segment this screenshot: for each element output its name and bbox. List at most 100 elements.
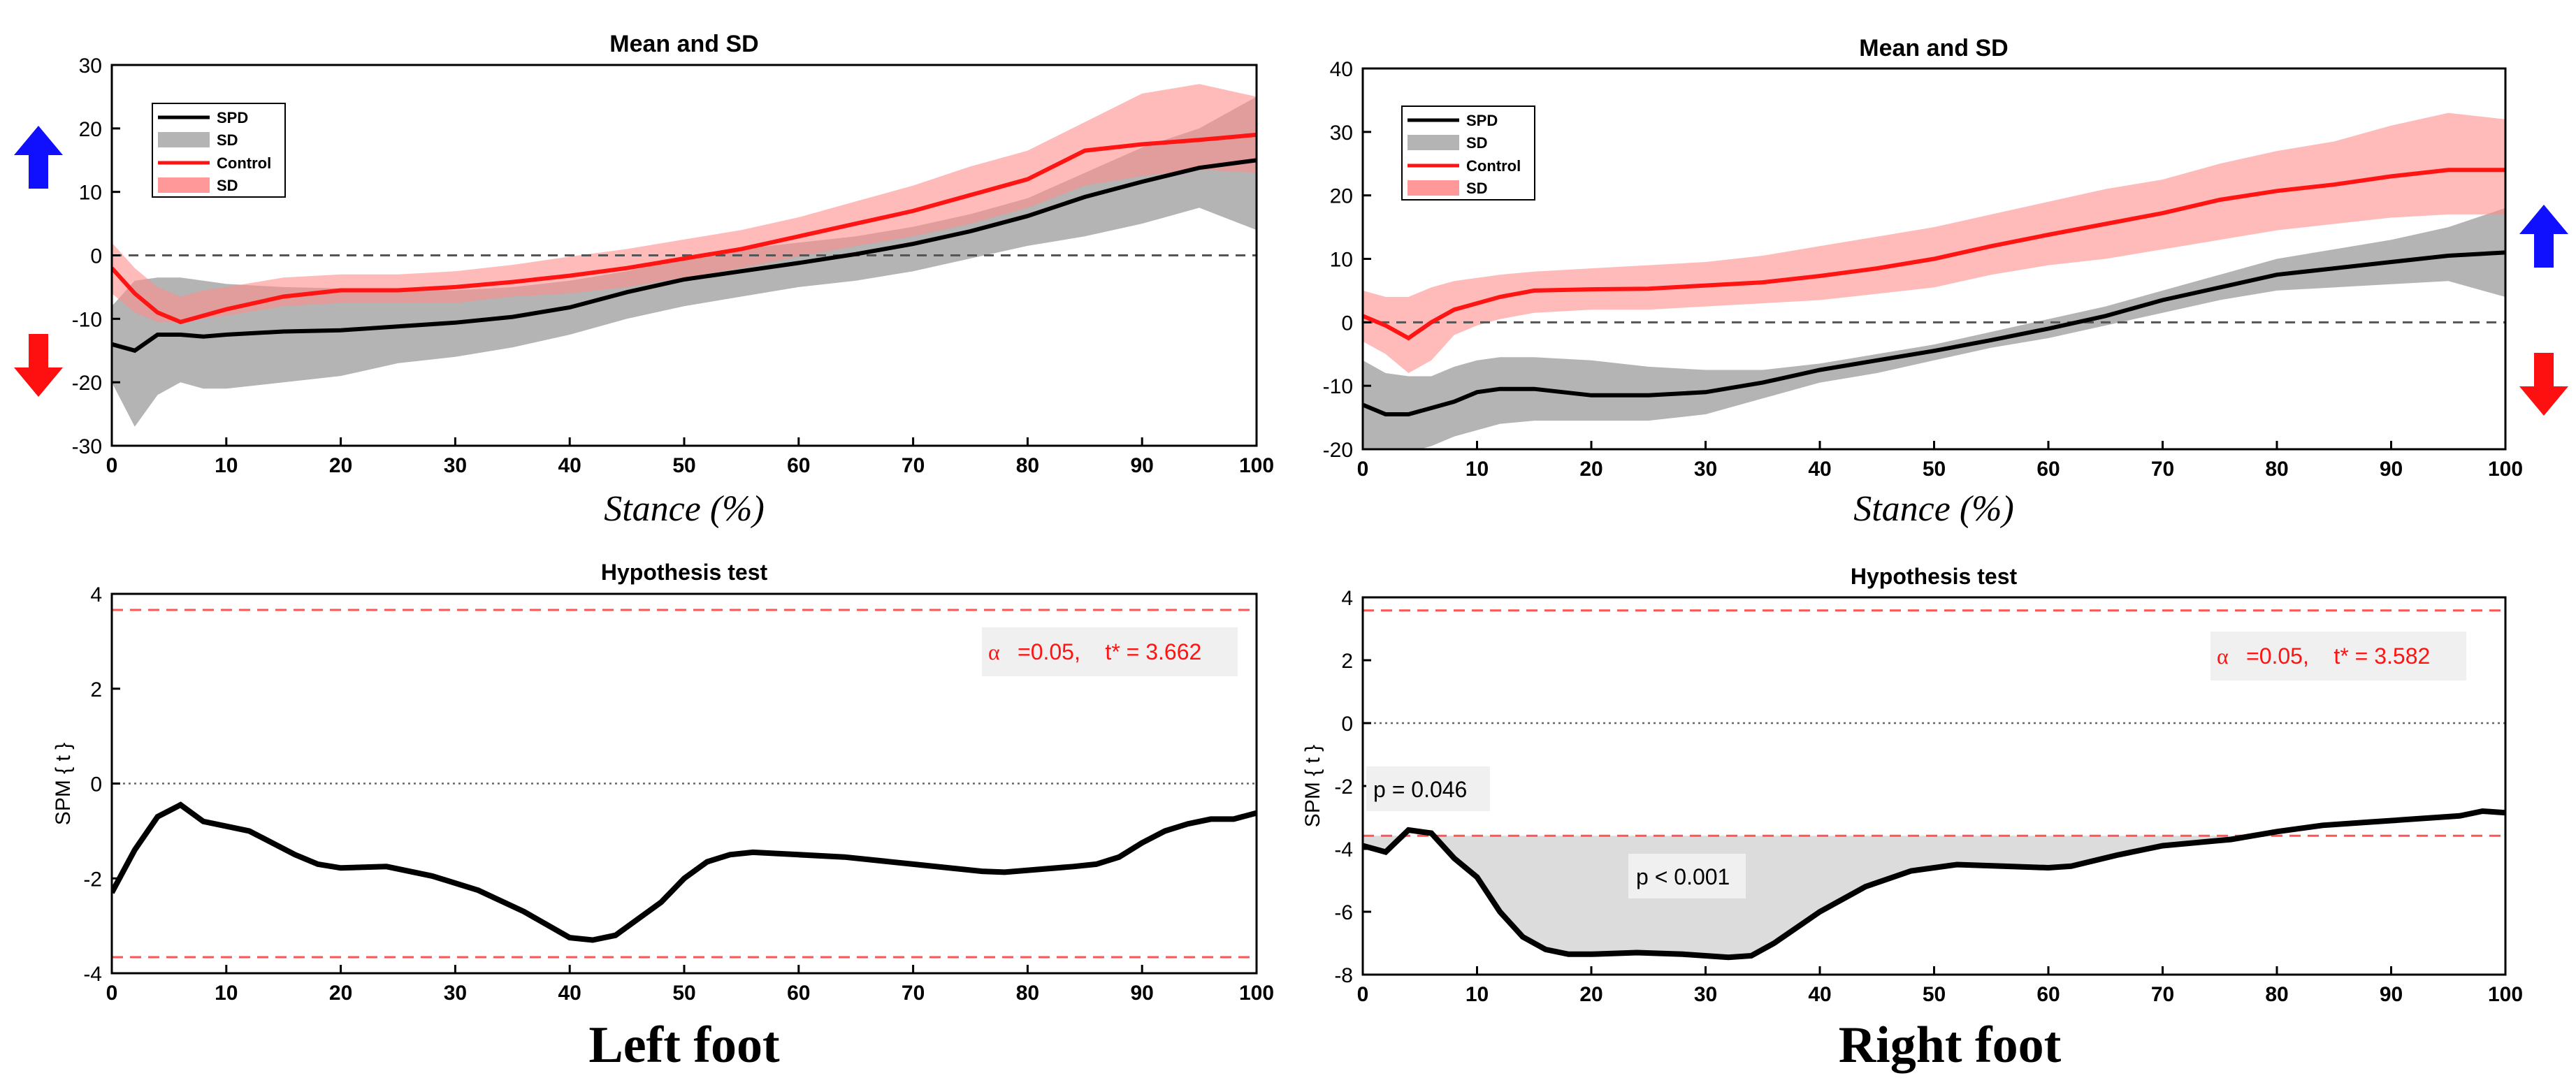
x-tick-label: 100 [2488,458,2523,481]
x-tick-label: 60 [787,982,810,1005]
x-tick-label: 70 [2151,458,2174,481]
legend: SPD SD Control SD [1401,105,1535,201]
x-tick-label: 70 [902,454,925,477]
y-axis-label: SPM { t } [52,743,75,825]
spd-mean-line [112,158,1257,354]
legend-label-spd: SPD [1466,112,1498,129]
spm-t-curve [1363,808,2505,961]
x-tick-label: 60 [2036,983,2060,1006]
x-axis-label: Stance (%) [1853,489,2014,529]
x-tick-label: 20 [329,982,352,1005]
x-tick-label: 0 [1357,983,1369,1006]
x-tick-label: 30 [1694,458,1717,481]
legend-label-spd-sd: SD [217,131,238,149]
legend-swatch-spd-sd [1408,135,1459,150]
spm-t-curve [112,801,1257,943]
x-tick-label: 70 [902,982,925,1005]
legend-swatch-spd-sd [158,132,210,147]
threshold-annotation-text: =0.05, t* = 3.582 [2246,643,2430,669]
panel-right-mean-sd: Mean and SD -20 -10 0 10 20 30 40 0 10 20 30 40 50 6… [1323,35,2568,529]
y-tick-label: 20 [79,118,102,141]
legend-swatch-control-sd [1408,180,1459,196]
cluster-p-label-2: p < 0.001 [1628,854,1746,898]
x-tick-label: 30 [1694,983,1717,1006]
up-arrow-icon [14,126,63,189]
left-foot-caption: Left foot [588,1017,780,1074]
spd-sd-band [1363,208,2505,449]
panel-right-hypothesis: Hypothesis test -8 -6 -4 -2 0 2 4 0 10 20 30 40 50 6… [1301,564,2523,1074]
y-axis-ticks: -4 -2 0 2 4 [83,583,120,986]
significant-cluster-shading [1363,836,2505,958]
chart-title: Hypothesis test [1851,564,2018,589]
y-tick-label: 4 [90,583,102,606]
right-foot-caption: Right foot [1839,1017,2062,1074]
x-tick-label: 0 [106,982,118,1005]
control-mean-line [1363,168,2505,341]
chart-title: Mean and SD [1859,35,2008,61]
alpha-symbol: α [2217,643,2229,669]
legend-label-control: Control [1466,157,1521,175]
x-tick-label: 10 [215,454,238,477]
legend-label-control: Control [217,154,271,172]
x-tick-label: 90 [2380,983,2403,1006]
critical-threshold-annotation: α =0.05, t* = 3.582 [2210,632,2466,680]
y-tick-label: -8 [1334,964,1353,987]
up-arrow-icon [2519,205,2568,268]
cluster-p-value: p = 0.046 [1373,777,1467,802]
x-tick-label: 100 [1239,982,1274,1005]
y-tick-label: -10 [72,308,102,331]
y-tick-label: -20 [1323,439,1353,462]
y-tick-label: -2 [1334,776,1353,799]
x-tick-label: 50 [672,454,695,477]
alpha-symbol: α [988,639,1000,664]
x-tick-label: 80 [1016,454,1039,477]
x-tick-label: 50 [1923,983,1946,1006]
x-tick-label: 40 [558,454,581,477]
x-tick-label: 80 [1016,982,1039,1005]
y-tick-label: 30 [1330,122,1353,145]
x-axis-ticks: 0 10 20 30 40 50 60 70 80 90 100 [1357,966,2523,1006]
y-tick-label: 10 [1330,249,1353,272]
x-tick-label: 50 [672,982,695,1005]
panel-left-hypothesis: Hypothesis test -4 -2 0 2 4 0 10 20 30 40 50 60 70 8… [52,560,1274,1074]
legend-label-spd-sd: SD [1466,134,1488,152]
threshold-annotation-text: =0.05, t* = 3.662 [1018,639,1201,664]
x-tick-label: 40 [558,982,581,1005]
x-tick-label: 90 [2380,458,2403,481]
y-tick-label: -10 [1323,375,1353,398]
y-axis-ticks: -30 -20 -10 0 10 20 30 [72,54,120,458]
control-sd-band [1363,112,2505,373]
x-tick-label: 10 [1466,458,1489,481]
y-tick-label: 0 [1341,312,1353,335]
x-tick-label: 80 [2265,458,2288,481]
x-tick-label: 0 [106,454,118,477]
x-tick-label: 60 [2036,458,2060,481]
y-tick-label: 2 [1341,650,1353,673]
x-tick-label: 50 [1923,458,1946,481]
x-tick-label: 10 [215,982,238,1005]
y-tick-label: -20 [72,372,102,395]
y-tick-label: 0 [90,773,102,796]
x-axis-ticks: 0 10 20 30 40 50 60 70 80 90 100 [1357,441,2523,481]
y-tick-label: 20 [1330,185,1353,208]
y-tick-label: 2 [90,678,102,701]
annotation-background [2210,632,2466,680]
x-tick-label: 20 [329,454,352,477]
legend: SPD SD Control SD [152,103,286,198]
x-tick-label: 90 [1131,982,1154,1005]
legend-swatch-control-sd [158,177,210,193]
x-tick-label: 100 [1239,454,1274,477]
control-sd-band [112,84,1257,322]
legend-label-control-sd: SD [217,177,238,194]
y-tick-label: -30 [72,435,102,458]
x-tick-label: 30 [444,454,467,477]
y-tick-label: -4 [1334,838,1353,861]
annotation-background [982,627,1238,676]
spd-mean-line [1363,250,2505,416]
x-axis-ticks: 0 10 20 30 40 50 60 70 80 90 100 [106,437,1274,477]
cluster-p-value: p < 0.001 [1636,864,1730,889]
y-tick-label: 30 [79,54,102,78]
legend-label-spd: SPD [217,109,248,126]
chart-title: Hypothesis test [601,560,768,585]
